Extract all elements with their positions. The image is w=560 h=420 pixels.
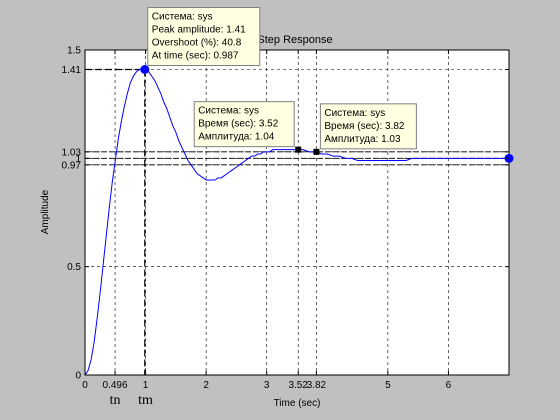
datatip-1: Система: sys Peak amplitude: 1.41 Overshoo… <box>147 7 261 66</box>
datatip-box <box>193 101 295 148</box>
datatip-line: At time (sec): 0.987 <box>152 51 239 62</box>
x-tick-label: 6 <box>446 380 452 391</box>
datatip-line: Система: sys <box>152 12 213 23</box>
datatip-box <box>147 7 261 66</box>
x-tick-label: 3.82 <box>307 380 327 391</box>
datatip-line: Амплитуда: 1.04 <box>198 132 275 143</box>
datatip-line: Peak amplitude: 1.41 <box>152 25 246 36</box>
x-tick-label: 0 <box>82 380 88 391</box>
datatip-3: Система: sys Время (sec): 3.82 Амплитуда: … <box>319 103 417 150</box>
x-tick-label: 3.52 <box>288 380 308 391</box>
datatip-line: Система: sys <box>324 108 385 119</box>
y-tick-label: 0.5 <box>67 262 81 273</box>
y-tick-label: 1.03 <box>62 147 82 158</box>
y-tick-label: 1.41 <box>62 65 82 76</box>
x-tick-label: 1 <box>143 380 149 391</box>
chart-title: Step Response <box>257 34 332 46</box>
data-point-marker <box>140 65 150 74</box>
annotations-layer: tn tm <box>110 393 153 408</box>
datatip-line: Система: sys <box>198 106 259 117</box>
y-axis-label: Amplitude <box>40 189 51 234</box>
datatip-marker <box>313 148 320 155</box>
datatip-line: Overshoot (%): 40.8 <box>152 38 242 49</box>
x-tick-label: 2 <box>203 380 209 391</box>
axes-background <box>84 49 510 376</box>
y-tick-label: 0 <box>75 371 81 382</box>
datatip-line: Амплитуда: 1.03 <box>324 134 401 145</box>
x-tick-label: 0.496 <box>103 380 128 391</box>
annotation-tn: tn <box>110 393 121 408</box>
datatip-box <box>319 103 417 150</box>
datatip-marker <box>295 146 302 153</box>
y-tick-label: 0.97 <box>62 160 82 171</box>
x-axis-label: Time (sec) <box>274 398 321 409</box>
series-layer <box>84 69 509 376</box>
x-tick-label: 5 <box>385 380 391 391</box>
datatip-2: Система: sys Время (sec): 3.52 Амплитуда: … <box>193 101 295 148</box>
response-curve <box>84 69 509 376</box>
tooltips-layer: Система: sys Peak amplitude: 1.41 Overshoo… <box>147 7 417 150</box>
annotation-tm: tm <box>138 393 153 408</box>
y-tick-label: 1 <box>75 154 81 165</box>
y-tick-label: 1.5 <box>67 46 81 57</box>
datatip-line: Время (sec): 3.52 <box>198 119 279 130</box>
x-tick-label: 3 <box>264 380 270 391</box>
datatip-line: Время (sec): 3.82 <box>324 121 405 132</box>
